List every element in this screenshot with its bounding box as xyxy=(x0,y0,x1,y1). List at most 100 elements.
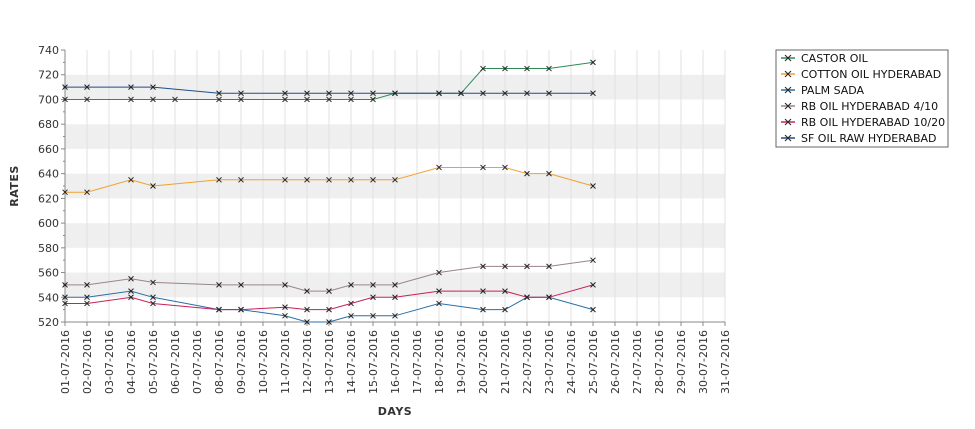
data-point-marker xyxy=(238,282,244,288)
legend-item: PALM SADA xyxy=(781,84,865,97)
data-point-marker xyxy=(84,300,90,307)
data-point-marker xyxy=(458,90,464,97)
data-point-marker xyxy=(348,176,354,183)
data-point-marker xyxy=(436,90,442,97)
data-point-marker xyxy=(480,90,486,97)
data-point-marker xyxy=(326,288,332,294)
series-line-3 xyxy=(65,259,594,292)
y-tick-label: 640 xyxy=(38,168,59,181)
data-point-marker xyxy=(348,96,354,103)
data-point-marker xyxy=(62,189,68,196)
data-point-marker xyxy=(348,300,354,307)
legend-box xyxy=(775,49,949,148)
data-point-marker xyxy=(62,300,68,307)
x-tick-label: 31-07-2016 xyxy=(719,330,732,394)
legend-swatch-marker xyxy=(784,86,792,94)
data-point-marker xyxy=(238,176,244,183)
data-point-marker xyxy=(62,282,68,288)
x-tick-label: 22-07-2016 xyxy=(521,330,534,394)
x-tick-label: 12-07-2016 xyxy=(301,330,314,394)
data-point-marker xyxy=(370,96,376,103)
x-tick-label: 03-07-2016 xyxy=(103,330,116,394)
x-axis-title: DAYS xyxy=(378,405,412,418)
data-point-marker xyxy=(480,164,486,171)
x-tick-label: 08-07-2016 xyxy=(213,330,226,394)
data-point-marker xyxy=(282,90,288,97)
y-tick-label: 580 xyxy=(38,242,59,255)
data-point-marker xyxy=(436,164,442,171)
data-point-marker xyxy=(370,294,376,301)
data-point-marker xyxy=(590,90,596,97)
data-point-marker xyxy=(436,288,442,294)
x-tick-label: 25-07-2016 xyxy=(587,330,600,394)
data-point-marker xyxy=(502,288,508,294)
data-point-marker xyxy=(502,65,508,72)
y-tick-label: 680 xyxy=(38,118,59,131)
y-tick-label: 740 xyxy=(38,44,59,57)
legend-label: PALM SADA xyxy=(801,84,865,97)
y-axis-title: RATES xyxy=(8,165,21,207)
data-point-marker xyxy=(392,294,398,301)
data-point-marker xyxy=(326,176,332,183)
y-tick-label: 620 xyxy=(38,192,59,205)
data-point-marker xyxy=(304,288,310,294)
x-tick-label: 23-07-2016 xyxy=(543,330,556,394)
data-point-marker xyxy=(590,306,596,313)
x-tick-label: 26-07-2016 xyxy=(609,330,622,394)
series-line-1 xyxy=(65,167,594,193)
legend-item: RB OIL HYDERABAD 10/20 xyxy=(781,116,945,129)
data-point-marker xyxy=(150,183,156,189)
data-point-marker xyxy=(524,263,530,270)
legend-swatch-marker xyxy=(784,70,792,78)
data-point-marker xyxy=(62,84,68,90)
data-point-marker xyxy=(282,96,288,103)
data-point-marker xyxy=(62,96,68,103)
x-tick-label: 29-07-2016 xyxy=(675,330,688,394)
data-point-marker xyxy=(150,300,156,307)
data-point-marker xyxy=(172,96,178,103)
data-point-marker xyxy=(392,90,398,97)
data-point-marker xyxy=(128,84,134,90)
data-point-marker xyxy=(392,312,398,319)
data-point-marker xyxy=(238,96,244,103)
data-point-marker xyxy=(524,170,530,177)
data-point-marker xyxy=(348,90,354,97)
y-tick-label: 600 xyxy=(38,217,59,230)
data-point-marker xyxy=(62,294,68,301)
data-point-marker xyxy=(480,306,486,313)
y-tick-label: 700 xyxy=(38,93,59,106)
data-point-marker xyxy=(546,294,552,301)
data-point-marker xyxy=(590,257,596,264)
legend-item: COTTON OIL HYDERABAD xyxy=(781,68,941,81)
y-tick-label: 720 xyxy=(38,69,59,82)
x-tick-label: 02-07-2016 xyxy=(81,330,94,394)
data-point-marker xyxy=(304,176,310,183)
data-point-marker xyxy=(128,275,134,282)
data-point-marker xyxy=(392,282,398,288)
data-point-marker xyxy=(370,176,376,183)
data-point-marker xyxy=(282,312,288,319)
x-tick-label: 28-07-2016 xyxy=(653,330,666,394)
data-point-marker xyxy=(524,65,530,72)
series-line-0 xyxy=(65,61,594,100)
data-point-marker xyxy=(84,84,90,90)
data-point-marker xyxy=(590,282,596,288)
data-point-marker xyxy=(502,90,508,97)
x-tick-label: 14-07-2016 xyxy=(345,330,358,394)
x-tick-label: 06-07-2016 xyxy=(169,330,182,394)
data-point-marker xyxy=(326,90,332,97)
x-tick-label: 16-07-2016 xyxy=(389,330,402,394)
data-point-marker xyxy=(238,306,244,313)
x-axis: 01-07-2016 02-07-2016 03-07-2016 04-07-2016… xyxy=(59,322,732,394)
data-point-marker xyxy=(216,96,222,103)
data-point-marker xyxy=(84,96,90,103)
data-point-marker xyxy=(590,183,596,189)
x-tick-label: 13-07-2016 xyxy=(323,330,336,394)
series-markers xyxy=(62,59,596,325)
data-point-marker xyxy=(84,294,90,301)
data-point-marker xyxy=(282,304,288,311)
data-point-marker xyxy=(480,288,486,294)
data-point-marker xyxy=(84,282,90,288)
legend: CASTOR OIL COTTON OIL HYDERABAD PALM SADA R… xyxy=(775,49,949,148)
data-point-marker xyxy=(348,312,354,319)
